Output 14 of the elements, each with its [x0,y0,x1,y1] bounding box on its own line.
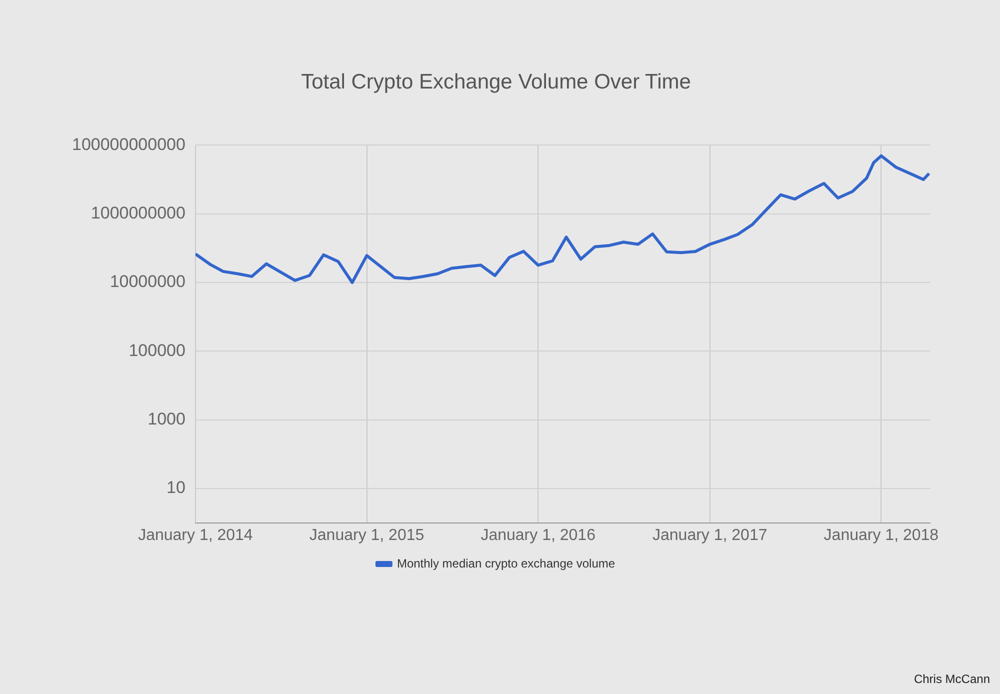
x-tick-label: January 1, 2017 [652,526,768,544]
y-tick-label: 10 [166,478,186,498]
x-tick-label: January 1, 2016 [480,526,596,544]
y-tick-label: 100000000000 [72,134,186,154]
y-tick-label: 100000 [128,340,186,360]
x-tick-label: January 1, 2018 [824,526,939,544]
x-tick-label: January 1, 2014 [138,526,253,544]
legend-label: Monthly median crypto exchange volume [396,556,616,570]
y-tick-label: 1000 [148,410,186,429]
y-tick-label: 1000000000 [90,204,186,223]
chart-title: Total Crypto Exchange Volume Over Time [301,70,691,94]
text: Chris McCann [914,672,990,686]
x-tick-label: January 1, 2015 [309,526,424,544]
y-tick-label: 10000000 [110,272,186,292]
